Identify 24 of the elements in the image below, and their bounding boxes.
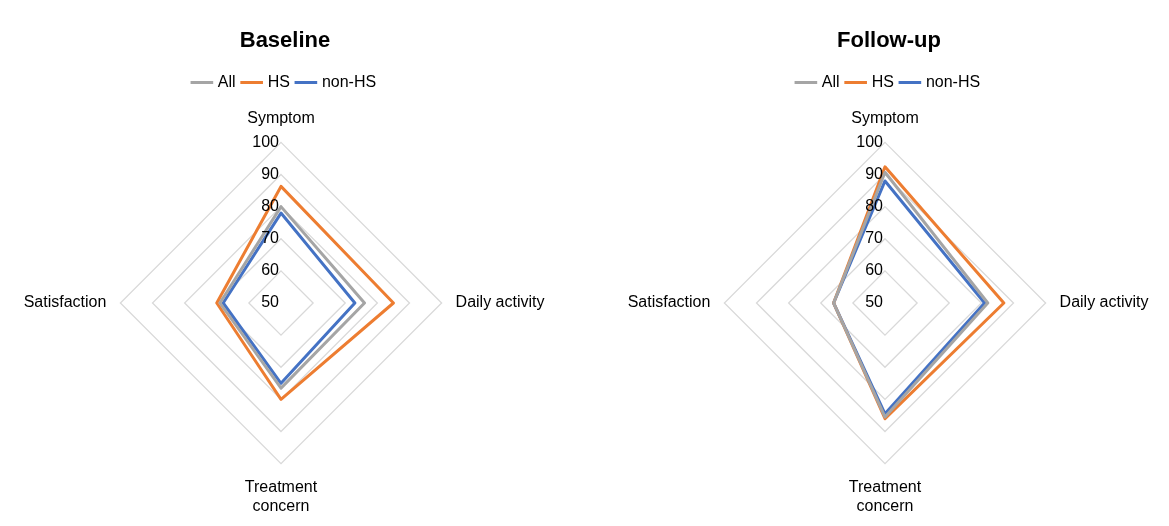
y-tick-label: 70 <box>865 229 884 247</box>
y-tick-label: 60 <box>865 261 884 279</box>
y-tick-label: 100 <box>856 132 884 150</box>
spoke-label: Daily activity <box>1059 293 1149 311</box>
y-tick-label: 60 <box>261 261 280 279</box>
chart-title: Follow-up <box>837 27 941 53</box>
y-tick-label: 100 <box>252 132 280 150</box>
spoke-label: Daily activity <box>455 293 545 311</box>
legend-label: non-HS <box>925 72 981 90</box>
chart-title: Baseline <box>239 27 331 53</box>
spoke-label: Symptom <box>247 109 315 127</box>
spoke-label: Treatment concern <box>848 477 922 514</box>
spoke-label: Treatment concern <box>244 477 318 514</box>
legend-label: HS <box>267 72 290 90</box>
spoke-label: Symptom <box>851 109 919 127</box>
y-tick-label: 50 <box>261 293 280 311</box>
legend-label: non-HS <box>321 72 377 90</box>
spoke-label: Satisfaction <box>627 293 711 311</box>
y-tick-label: 50 <box>865 293 884 311</box>
legend-label: HS <box>871 72 894 90</box>
spoke-label: Satisfaction <box>23 293 107 311</box>
legend-label: All <box>821 72 840 90</box>
legend-label: All <box>217 72 236 90</box>
y-tick-label: 90 <box>261 164 280 182</box>
